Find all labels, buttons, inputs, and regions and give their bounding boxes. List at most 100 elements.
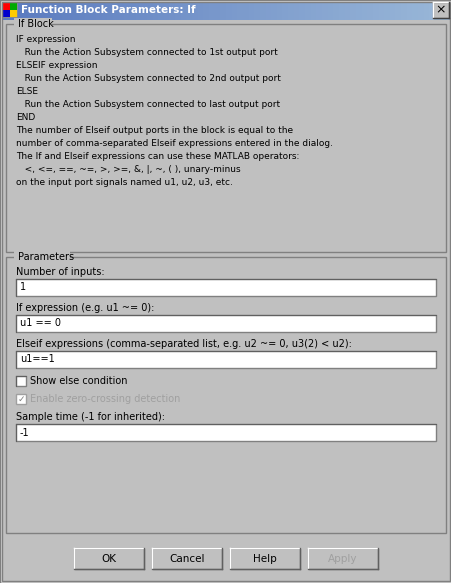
Bar (327, 0, 334, 20)
Bar (56, 0, 63, 20)
Bar (243, 0, 249, 20)
Bar (355, 0, 362, 20)
Bar (45, 0, 52, 20)
Bar (101, 0, 108, 20)
Bar (180, 0, 187, 20)
Bar (440, 0, 446, 20)
Bar (10, 3, 17, 10)
Text: Elseif expressions (comma-separated list, e.g. u2 ~= 0, u3(2) < u2):: Elseif expressions (comma-separated list… (16, 339, 351, 349)
Text: on the input port signals named u1, u2, u3, etc.: on the input port signals named u1, u2, … (16, 178, 232, 187)
Bar (163, 0, 170, 20)
Text: IF expression: IF expression (16, 35, 75, 44)
Text: ✓: ✓ (17, 395, 25, 403)
Bar (307, 548, 377, 569)
Bar (361, 0, 368, 20)
Bar (237, 0, 244, 20)
Bar (253, 0, 260, 20)
Bar (90, 0, 97, 20)
Bar (321, 0, 328, 20)
Bar (428, 0, 435, 20)
Bar (316, 0, 322, 20)
Text: number of comma-separated Elseif expressions entered in the dialog.: number of comma-separated Elseif express… (16, 139, 332, 148)
Bar (147, 0, 153, 20)
Bar (3, 3, 17, 17)
Bar (299, 0, 305, 20)
Text: Sample time (-1 for inherited):: Sample time (-1 for inherited): (16, 412, 165, 422)
Bar (16, 376, 26, 386)
Text: 1: 1 (20, 283, 26, 293)
Bar (395, 0, 401, 20)
Bar (220, 0, 226, 20)
Bar (271, 0, 277, 20)
Bar (34, 0, 41, 20)
Bar (378, 0, 384, 20)
Bar (293, 0, 300, 20)
Bar (51, 0, 57, 20)
Bar (28, 0, 35, 20)
Text: If Block: If Block (18, 19, 54, 29)
Text: OK: OK (101, 553, 116, 564)
Bar (107, 0, 114, 20)
Bar (23, 0, 29, 20)
Bar (73, 0, 80, 20)
Bar (3, 10, 10, 17)
Bar (310, 0, 317, 20)
Text: -1: -1 (20, 427, 30, 437)
Text: Run the Action Subsystem connected to 2nd output port: Run the Action Subsystem connected to 2n… (16, 74, 280, 83)
Bar (3, 3, 10, 10)
Bar (432, 2, 448, 18)
Bar (192, 0, 198, 20)
Bar (265, 0, 272, 20)
Bar (350, 0, 356, 20)
Text: u1==1: u1==1 (20, 354, 55, 364)
Bar (259, 0, 266, 20)
Bar (16, 424, 435, 441)
Bar (208, 0, 215, 20)
Bar (0, 0, 7, 20)
Bar (304, 0, 311, 20)
Bar (96, 0, 102, 20)
Bar (169, 0, 176, 20)
Text: Help: Help (253, 553, 276, 564)
Bar (389, 0, 396, 20)
Bar (226, 0, 232, 20)
Text: Number of inputs:: Number of inputs: (16, 267, 104, 277)
Bar (366, 0, 373, 20)
Bar (16, 279, 435, 296)
Bar (203, 0, 210, 20)
Bar (383, 0, 390, 20)
Bar (411, 0, 418, 20)
Text: Apply: Apply (327, 553, 357, 564)
Bar (276, 0, 283, 20)
Bar (248, 0, 255, 20)
Text: Run the Action Subsystem connected to last output port: Run the Action Subsystem connected to la… (16, 100, 280, 109)
Bar (198, 0, 204, 20)
Text: The If and Elseif expressions can use these MATLAB operators:: The If and Elseif expressions can use th… (16, 152, 299, 161)
Bar (6, 257, 445, 533)
Text: ELSEIF expression: ELSEIF expression (16, 61, 97, 70)
Bar (85, 0, 91, 20)
Bar (186, 0, 193, 20)
Bar (17, 0, 23, 20)
Text: END: END (16, 113, 35, 122)
Text: Enable zero-crossing detection: Enable zero-crossing detection (30, 394, 180, 404)
Text: If expression (e.g. u1 ~= 0):: If expression (e.g. u1 ~= 0): (16, 303, 154, 313)
Text: <, <=, ==, ~=, >, >=, &, |, ~, ( ), unary-minus: <, <=, ==, ~=, >, >=, &, |, ~, ( ), unar… (16, 165, 240, 174)
Bar (214, 0, 221, 20)
Bar (74, 548, 144, 569)
Bar (423, 0, 429, 20)
Bar (14, 18, 52, 29)
Bar (141, 0, 147, 20)
Text: Show else condition: Show else condition (30, 376, 127, 386)
Bar (5, 0, 12, 20)
Text: u1 == 0: u1 == 0 (20, 318, 61, 328)
Bar (40, 0, 46, 20)
Bar (113, 0, 120, 20)
Bar (338, 0, 345, 20)
Text: The number of Elseif output ports in the block is equal to the: The number of Elseif output ports in the… (16, 126, 293, 135)
Bar (417, 0, 424, 20)
Bar (16, 315, 435, 332)
Bar (333, 0, 339, 20)
Bar (130, 0, 136, 20)
Bar (406, 0, 413, 20)
